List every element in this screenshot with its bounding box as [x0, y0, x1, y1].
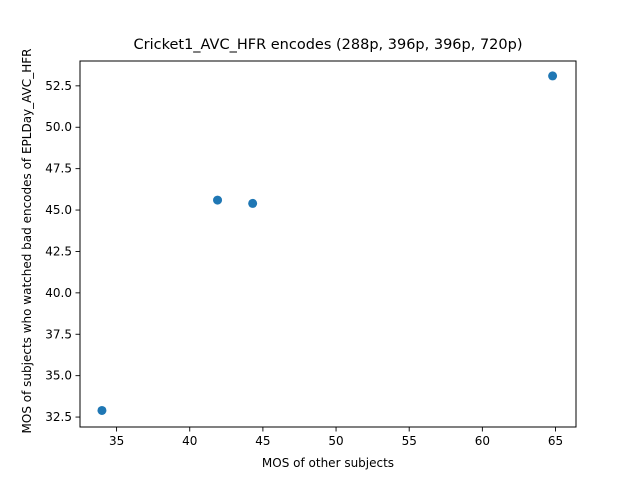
- y-tick-label: 42.5: [45, 244, 72, 258]
- y-axis-ticks: 32.5 35.0 37.5 40.0 42.5 45.0 47.5 50.0 52.5: [45, 79, 80, 424]
- x-axis-ticks: 35 40 45 50 55 60 65: [109, 427, 563, 448]
- data-point: [97, 405, 107, 415]
- y-tick-label: 50.0: [45, 120, 72, 134]
- y-tick-label: 45.0: [45, 203, 72, 217]
- plot-area-frame: [79, 60, 577, 428]
- data-point: [248, 198, 258, 208]
- chart-title: Cricket1_AVC_HFR encodes (288p, 396p, 39…: [134, 37, 523, 53]
- x-tick-label: 65: [548, 434, 563, 448]
- x-tick-label: 55: [402, 434, 417, 448]
- y-tick-label: 52.5: [45, 79, 72, 93]
- y-tick-label: 37.5: [45, 327, 72, 341]
- x-tick-label: 60: [475, 434, 490, 448]
- x-tick-label: 40: [182, 434, 197, 448]
- y-axis-label: MOS of subjects who watched bad encodes …: [20, 49, 34, 434]
- y-tick-label: 32.5: [45, 410, 72, 424]
- y-tick-label: 40.0: [45, 286, 72, 300]
- x-axis-label: MOS of other subjects: [262, 456, 394, 470]
- data-point: [548, 71, 558, 81]
- x-tick-label: 35: [109, 434, 124, 448]
- y-tick-label: 47.5: [45, 162, 72, 176]
- data-points: [97, 71, 558, 415]
- y-tick-label: 35.0: [45, 369, 72, 383]
- data-point: [213, 195, 223, 205]
- x-tick-label: 50: [328, 434, 343, 448]
- x-tick-label: 45: [255, 434, 270, 448]
